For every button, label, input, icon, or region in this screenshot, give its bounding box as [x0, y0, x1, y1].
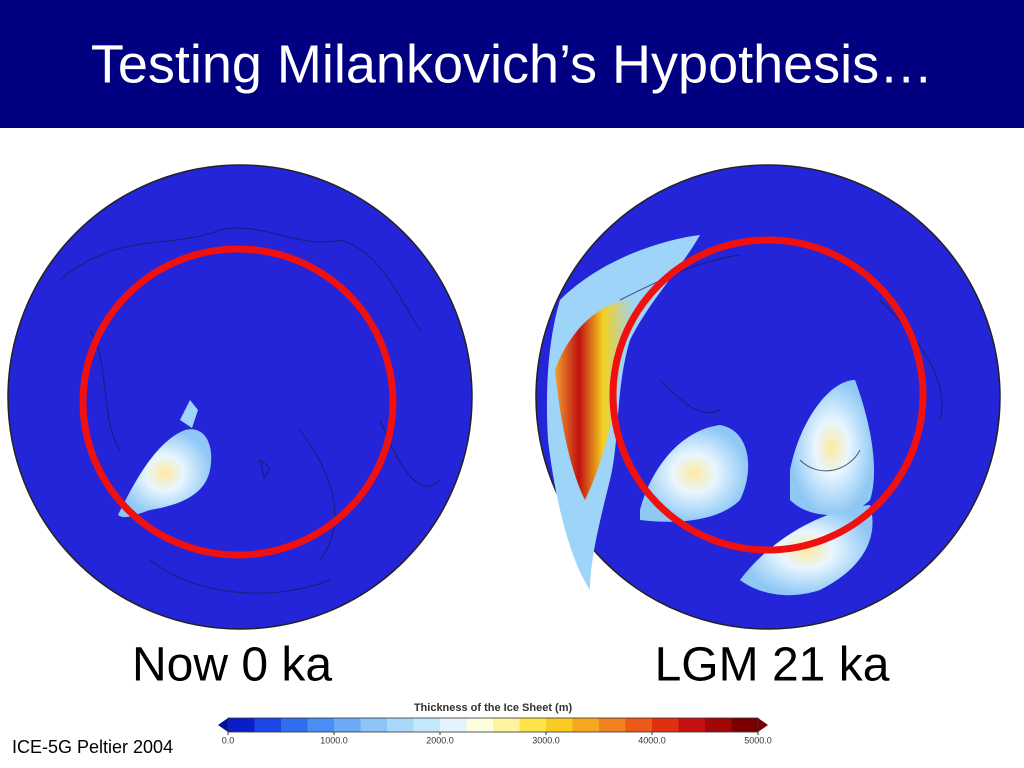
- colorbar-swatch: [705, 718, 732, 732]
- colorbar-arrow: [758, 718, 768, 732]
- colorbar-swatch: [307, 718, 335, 732]
- colorbar-tick-label: 0.0: [222, 735, 235, 745]
- colorbar-tick-label: 2000.0: [426, 735, 454, 745]
- map-now: [7, 164, 473, 630]
- colorbar-swatch: [281, 718, 308, 732]
- colorbar-swatch: [572, 718, 600, 732]
- colorbar-tick-label: 3000.0: [532, 735, 560, 745]
- colorbar-swatch: [546, 718, 573, 732]
- highlight-circle: [609, 236, 927, 554]
- title-bar: [0, 0, 1024, 128]
- colorbar-tick-label: 4000.0: [638, 735, 666, 745]
- colorbar-swatch: [360, 718, 388, 732]
- colorbar-swatch: [413, 718, 441, 732]
- slide-title: Testing Milankovich’s Hypothesis…: [91, 34, 933, 94]
- colorbar-tick-label: 5000.0: [744, 735, 772, 745]
- colorbar-swatch: [387, 718, 414, 732]
- colorbar-title: Thickness of the Ice Sheet (m): [414, 702, 573, 714]
- colorbar-frame: [227, 717, 759, 733]
- colorbar: Thickness of the Ice Sheet (m) 0.0 1000.0…: [218, 702, 772, 745]
- panel-label: LGM 21 ka: [655, 639, 890, 692]
- colorbar-arrow: [218, 718, 228, 732]
- colorbar-swatch: [493, 718, 520, 732]
- colorbar-tick-label: 1000.0: [320, 735, 348, 745]
- highlight-circle: [79, 245, 397, 559]
- colorbar-swatch: [625, 718, 653, 732]
- map-lgm: [535, 164, 1001, 630]
- colorbar-swatch: [652, 718, 679, 732]
- colorbar-swatch: [466, 718, 494, 732]
- colorbar-swatch: [440, 718, 467, 732]
- panel-label: Now 0 ka: [132, 639, 332, 692]
- colorbar-swatch: [731, 718, 759, 732]
- colorbar-swatch: [599, 718, 626, 732]
- citation: ICE-5G Peltier 2004: [12, 737, 173, 757]
- colorbar-swatch: [254, 718, 282, 732]
- colorbar-swatch: [519, 718, 547, 732]
- colorbar-swatch: [678, 718, 706, 732]
- colorbar-swatch: [334, 718, 361, 732]
- colorbar-swatch: [228, 718, 255, 732]
